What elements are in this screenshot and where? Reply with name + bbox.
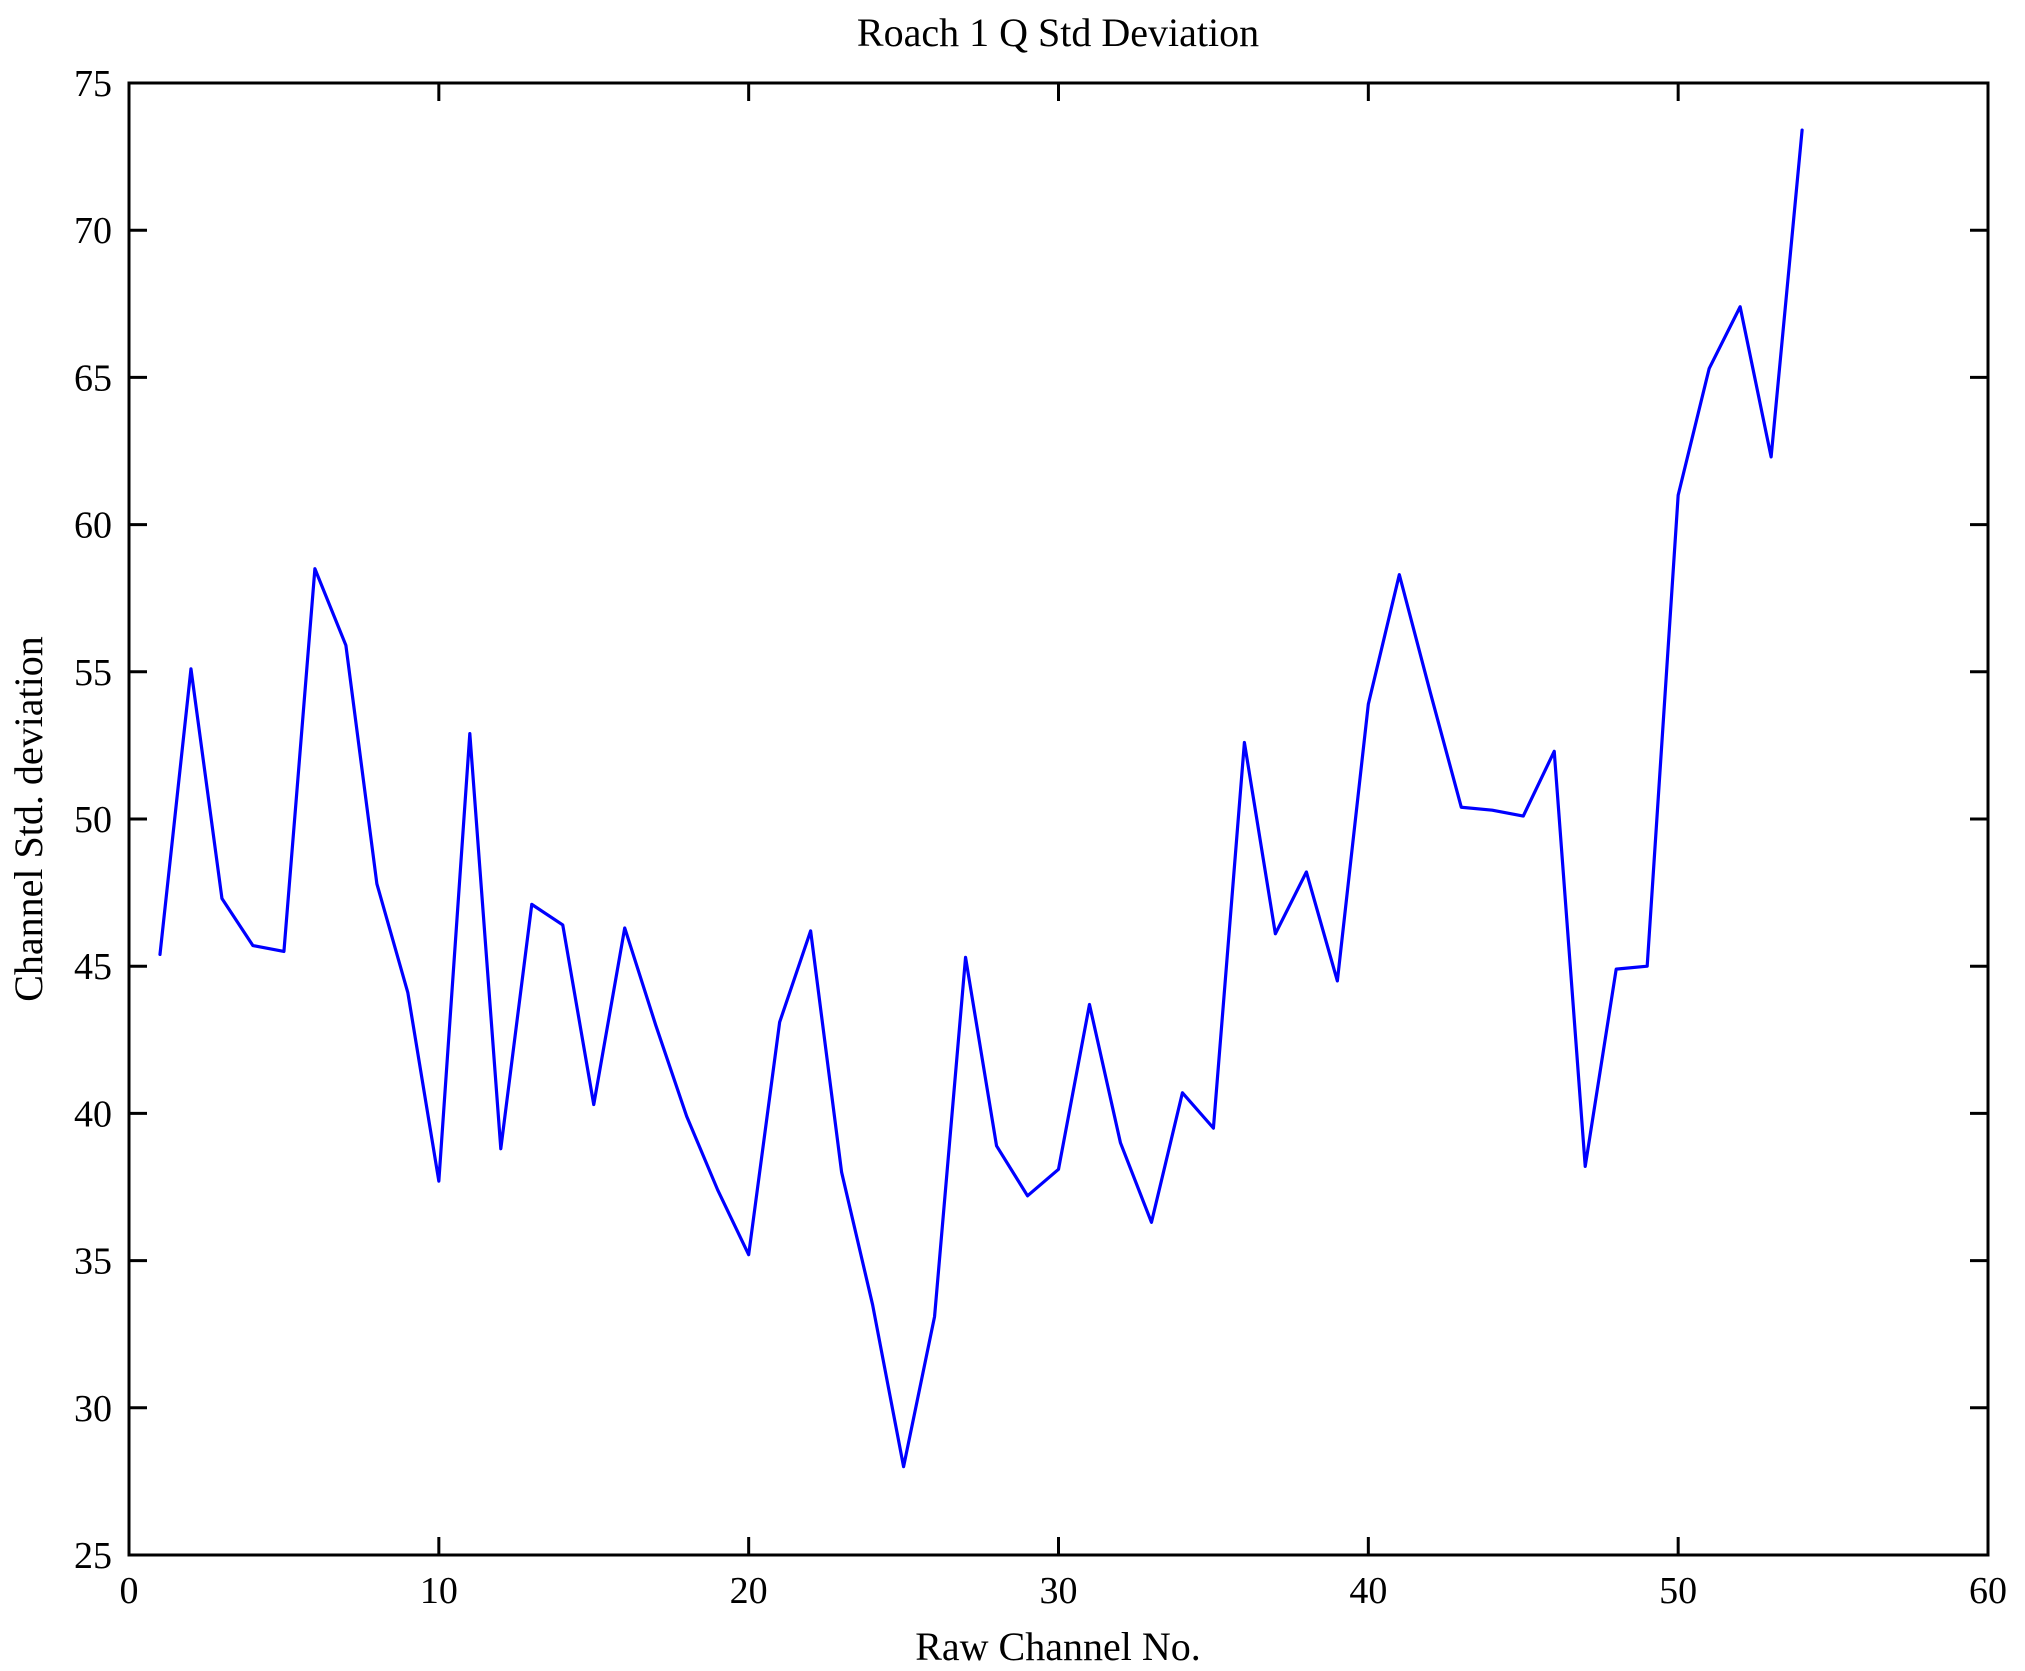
y-tick-label: 30 xyxy=(74,1388,112,1430)
axes-box xyxy=(127,81,1990,1557)
y-tick-label: 40 xyxy=(74,1093,112,1135)
chart-title: Roach 1 Q Std Deviation xyxy=(857,10,1259,55)
x-tick-label: 50 xyxy=(1659,1570,1697,1612)
x-tick-label: 10 xyxy=(420,1570,458,1612)
y-tick-label: 70 xyxy=(74,210,112,252)
data-series-line xyxy=(158,128,1804,1469)
y-tick-label: 45 xyxy=(74,946,112,988)
y-tick-label: 35 xyxy=(74,1241,112,1283)
x-tick-label: 40 xyxy=(1349,1570,1387,1612)
y-axis-label: Channel Std. deviation xyxy=(6,636,51,1002)
y-tick-label: 65 xyxy=(74,357,112,399)
y-tick-label: 75 xyxy=(74,63,112,105)
y-tick-label: 60 xyxy=(74,505,112,547)
x-tick-label: 30 xyxy=(1040,1570,1078,1612)
plot-area: 0 10 20 30 40 50 60 25 30 35 40 45 50 55 60 65 70 75 xyxy=(74,63,2007,1612)
x-axis-label: Raw Channel No. xyxy=(915,1624,1201,1669)
y-tick-label: 25 xyxy=(74,1535,112,1577)
x-tick-label: 20 xyxy=(730,1570,768,1612)
y-tick-label: 50 xyxy=(74,799,112,841)
x-tick-label: 0 xyxy=(120,1570,139,1612)
y-tick-label: 55 xyxy=(74,652,112,694)
x-tick-label: 60 xyxy=(1969,1570,2007,1612)
